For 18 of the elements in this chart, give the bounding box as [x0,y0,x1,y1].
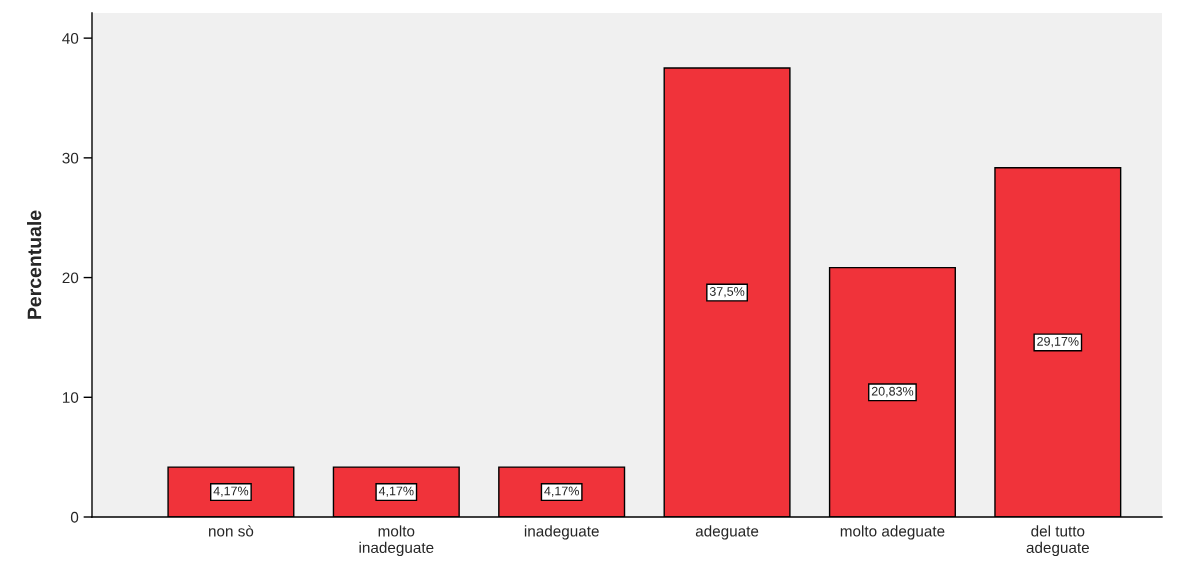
data-label: 20,83% [871,386,914,398]
x-tick-label: del tutto adeguate [1026,525,1089,557]
y-tick-label: 20 [62,272,79,284]
data-label: 4,17% [378,486,414,497]
data-label: 4,17% [544,486,579,497]
data-label: 29,17% [1037,336,1079,348]
data-label: 4,17% [213,486,249,497]
y-tick-label: 10 [62,392,79,403]
y-tick-label: 40 [62,33,79,44]
x-tick-label: molto inadeguate [359,525,434,557]
y-axis-title: Percentuale [27,210,42,319]
data-label: 37,5% [709,287,745,298]
x-tick-label: inadeguate [524,525,599,540]
x-tick-label: molto adeguate [840,525,945,540]
x-tick-label: non sò [209,525,254,537]
y-tick-label: 0 [70,511,79,523]
y-tick-label: 30 [62,152,79,164]
x-tick-label: adeguate [695,525,759,540]
